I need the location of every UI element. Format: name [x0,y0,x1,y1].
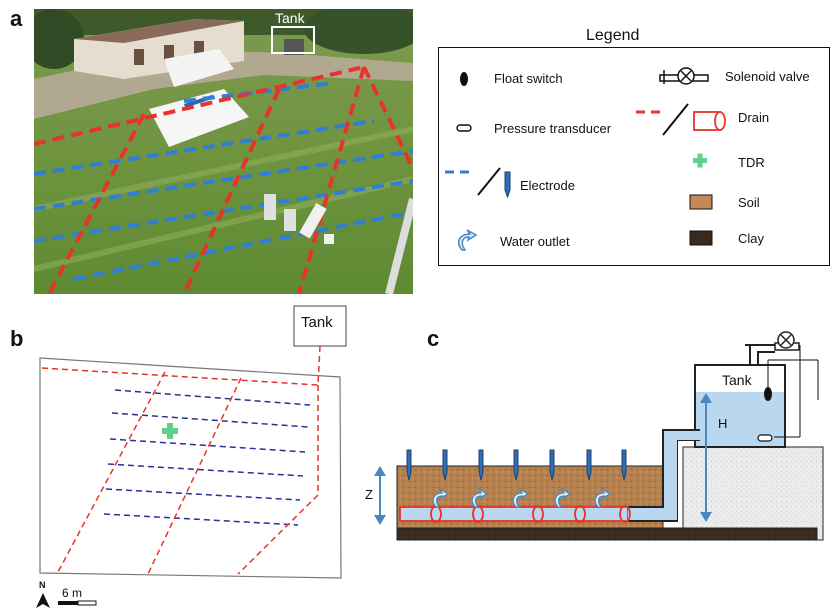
panel-label-b: b [10,326,24,351]
section-tank-label: Tank [722,372,752,388]
section-electrodes [406,449,627,481]
legend-label-pressure-transducer: Pressure transducer [494,121,612,136]
scale-bar [58,600,97,606]
tank-float-switch [764,387,772,401]
section-solenoid-valve [777,331,795,349]
legend-label-soil: Soil [738,195,760,210]
legend-title: Legend [586,27,640,44]
h-arrow [700,393,712,522]
clay-layer [396,527,818,541]
aerial-photo: Tank [34,9,413,294]
section-water-outlets [432,487,612,508]
legend-label-electrode: Electrode [520,178,575,193]
soil-layer [396,465,664,529]
legend-label-float-switch: Float switch [494,71,563,86]
aerial-photo-drawing: Tank [34,9,413,294]
legend-box [438,47,830,266]
plan-drain-lines [41,345,321,575]
photo-tank-label: Tank [275,10,306,26]
scale-label: 6 m [62,586,83,600]
legend-label-drain: Drain [738,110,770,125]
z-arrow [374,466,386,525]
tank-pressure-transducer [757,434,773,442]
legend-label-water-outlet: Water outlet [500,234,570,249]
panel-label-c: c [427,326,440,351]
legend-label-solenoid-valve: Solenoid valve [725,69,810,84]
gravel-block [682,446,824,541]
drain-rings [430,505,631,523]
plan-tank-label: Tank [301,314,333,331]
north-arrow-icon [36,593,50,608]
h-label: H [718,416,728,431]
plan-tdr-icon [162,423,178,439]
tank-water [696,392,784,446]
section-drain-pipe [399,506,629,522]
legend-label-tdr: TDR [738,155,765,170]
plan-field-outline [39,357,342,579]
plan-electrode-lines [103,389,311,526]
z-label: Z [365,487,373,502]
panel-label-a: a [10,6,23,31]
legend-label-clay: Clay [738,231,765,246]
north-label: N [39,580,46,590]
